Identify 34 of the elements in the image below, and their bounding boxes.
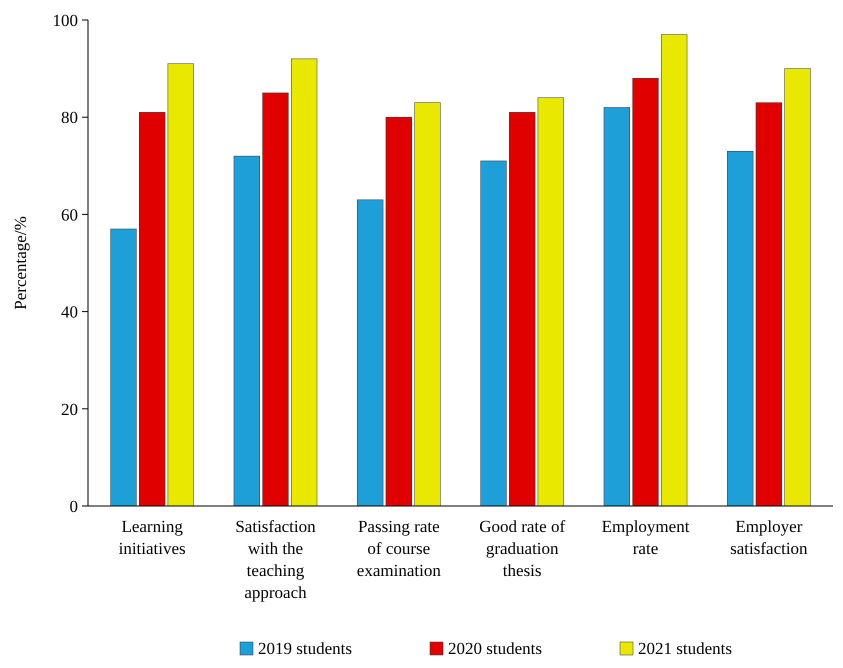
x-tick-label: Learning initiatives [118,517,186,558]
bar [784,68,811,506]
bar [538,98,564,506]
bar [139,112,166,506]
y-tick-label: 80 [61,108,78,128]
bar [262,92,289,506]
legend-label: 2021 students [638,639,732,658]
bar [290,58,318,506]
bar [604,107,630,506]
bar [234,156,260,506]
y-axis-title: Percentage/% [11,216,30,310]
x-tick-label: Employer satisfaction [730,517,808,558]
bar [756,102,782,506]
bar [661,34,688,506]
bar [509,112,536,506]
y-tick-label: 0 [70,496,78,516]
x-tick-label: Passing rate of course examination [356,517,442,580]
y-tick-label: 40 [61,302,78,322]
bar [632,78,659,506]
bar [110,228,137,506]
y-tick-label: 60 [61,205,78,224]
bar [386,116,412,506]
x-tick-label: Satisfaction with the teaching approach [235,517,316,602]
bar [168,63,194,506]
y-tick-label: 100 [52,10,78,30]
x-tick-label: Employment rate [602,517,690,558]
legend-label: 2020 students [448,639,542,658]
x-tick-label: Good rate of graduation thesis [479,517,566,580]
legend-label: 2019 students [258,639,352,658]
bar [357,200,384,506]
bar [727,150,754,506]
y-tick-label: 20 [61,400,78,419]
bar [480,160,507,506]
bar [414,102,441,506]
